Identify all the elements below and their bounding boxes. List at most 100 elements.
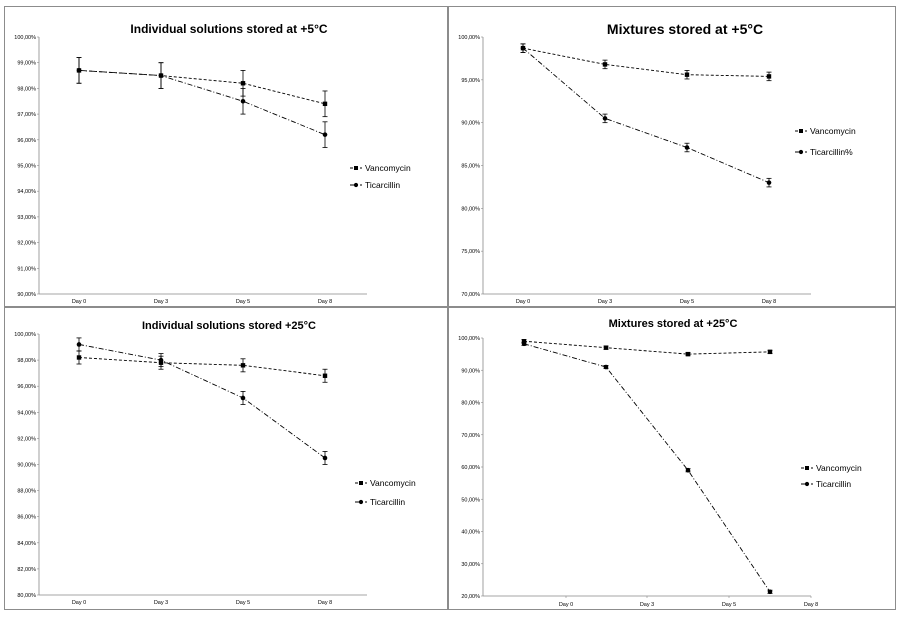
chart-svg-mixtures-25c: Mixtures stored at +25°C 20,00% 30,00% 40,0… — [458, 318, 862, 608]
legend-marker-circle — [353, 182, 359, 188]
chart-svg-mixtures-5c: Mixtures stored at +5°C 70,00% 75,00% 80,00… — [458, 21, 856, 305]
data-point-circle — [322, 455, 328, 461]
x-tick-label: Day 8 — [762, 299, 776, 305]
data-point-square — [521, 339, 527, 344]
y-tick-label: 100,00% — [14, 332, 36, 338]
x-tick-label: Day 3 — [154, 600, 168, 606]
y-tick-label: 90,00% — [17, 463, 36, 469]
legend-marker-circle — [798, 149, 804, 155]
data-point-square — [322, 373, 328, 378]
chart-panel-mixtures-5c: Mixtures stored at +5°C 70,00% 75,00% 80,00… — [448, 6, 896, 307]
legend-marker-circle — [358, 499, 364, 505]
x-tick-label: Day 5 — [236, 600, 250, 606]
y-tick-label: 90,00% — [461, 121, 480, 127]
y-tick-label: 99,00% — [17, 61, 36, 67]
legend-marker-square — [354, 166, 358, 170]
x-tick-label: Day 3 — [598, 299, 612, 305]
x-tick-label: Day 3 — [154, 299, 168, 305]
legend-label: Vancomycin — [816, 463, 862, 473]
data-point-circle — [766, 180, 772, 185]
y-tick-label: 85,00% — [461, 164, 480, 170]
legend-label: Ticarcillin — [370, 497, 405, 507]
series-line — [523, 340, 771, 355]
chart-title: Mixtures stored at +25°C — [609, 318, 738, 330]
series-line — [522, 47, 770, 184]
y-tick-label: 94,00% — [17, 189, 36, 195]
data-point-circle — [684, 145, 690, 150]
y-tick-label: 96,00% — [17, 138, 36, 144]
y-tick-label: 82,00% — [17, 567, 36, 573]
y-tick-label: 90,00% — [461, 368, 480, 374]
data-point-square — [603, 345, 609, 350]
y-tick-label: 94,00% — [17, 410, 36, 416]
y-tick-label: 97,00% — [17, 112, 36, 118]
data-point-square — [240, 363, 246, 368]
y-tick-label: 95,00% — [17, 164, 36, 170]
data-point-circle — [603, 364, 609, 370]
data-point-square — [684, 72, 690, 77]
legend-label: Ticarcillin% — [810, 147, 853, 157]
y-tick-label: 93,00% — [17, 215, 36, 221]
data-point-circle — [322, 132, 328, 137]
data-point-circle — [240, 395, 246, 401]
series-line — [78, 357, 326, 377]
data-point-circle — [602, 116, 608, 121]
chart-title: Mixtures stored at +5°C — [607, 21, 763, 37]
x-tick-label: Day 5 — [722, 602, 736, 608]
y-tick-label: 92,00% — [17, 436, 36, 442]
data-point-square — [322, 101, 328, 107]
x-tick-label: Day 8 — [318, 600, 332, 606]
y-tick-label: 100,00% — [458, 336, 480, 342]
data-point-square — [766, 74, 772, 79]
data-point-square — [76, 355, 82, 360]
data-point-circle — [158, 357, 164, 363]
legend-label: Ticarcillin — [365, 180, 400, 190]
y-tick-label: 96,00% — [17, 384, 36, 390]
y-tick-label: 91,00% — [17, 266, 36, 272]
x-tick-label: Day 0 — [516, 299, 530, 305]
x-tick-label: Day 0 — [72, 299, 86, 305]
y-tick-label: 70,00% — [461, 433, 480, 439]
y-tick-label: 80,00% — [17, 593, 36, 599]
data-point-circle — [240, 98, 246, 104]
series-line — [522, 47, 770, 77]
y-tick-label: 92,00% — [17, 241, 36, 247]
x-tick-label: Day 3 — [640, 602, 654, 608]
data-point-square — [685, 351, 691, 357]
chart-panel-individual-25c: Individual solutions stored +25°C 80,00% 8… — [4, 307, 448, 610]
x-tick-label: Day 0 — [72, 600, 86, 606]
y-tick-label: 40,00% — [461, 530, 480, 536]
legend-marker-square — [799, 129, 803, 133]
y-tick-label: 20,00% — [461, 594, 480, 600]
data-point-circle — [158, 73, 164, 78]
legend-marker-square — [805, 466, 809, 470]
data-point-circle — [76, 68, 82, 73]
y-tick-label: 88,00% — [17, 489, 36, 495]
legend-label: Vancomycin — [365, 163, 411, 173]
series-line — [78, 69, 326, 136]
x-tick-label: Day 8 — [804, 602, 818, 608]
x-tick-label: Day 5 — [680, 299, 694, 305]
data-point-circle — [76, 342, 82, 347]
legend-label: Vancomycin — [370, 478, 416, 488]
x-tick-label: Day 5 — [236, 299, 250, 305]
series-line — [78, 343, 326, 459]
data-point-square — [602, 62, 608, 67]
y-tick-label: 98,00% — [17, 358, 36, 364]
y-tick-label: 75,00% — [461, 249, 480, 255]
chart-svg-individual-5c: Individual solutions stored at +5°C 90,00… — [14, 22, 411, 305]
legend-label: Vancomycin — [810, 126, 856, 136]
data-point-circle — [685, 467, 691, 473]
data-point-circle — [767, 589, 773, 595]
y-tick-label: 50,00% — [461, 497, 480, 503]
legend-label: Ticarcillin — [816, 479, 851, 489]
series-line — [78, 69, 326, 105]
y-tick-label: 95,00% — [461, 78, 480, 84]
y-tick-label: 100,00% — [14, 35, 36, 41]
chart-title: Individual solutions stored +25°C — [142, 320, 316, 332]
y-tick-label: 84,00% — [17, 541, 36, 547]
data-point-square — [240, 81, 246, 86]
series-line — [523, 343, 771, 593]
y-tick-label: 90,00% — [17, 292, 36, 298]
chart-title: Individual solutions stored at +5°C — [130, 22, 327, 36]
